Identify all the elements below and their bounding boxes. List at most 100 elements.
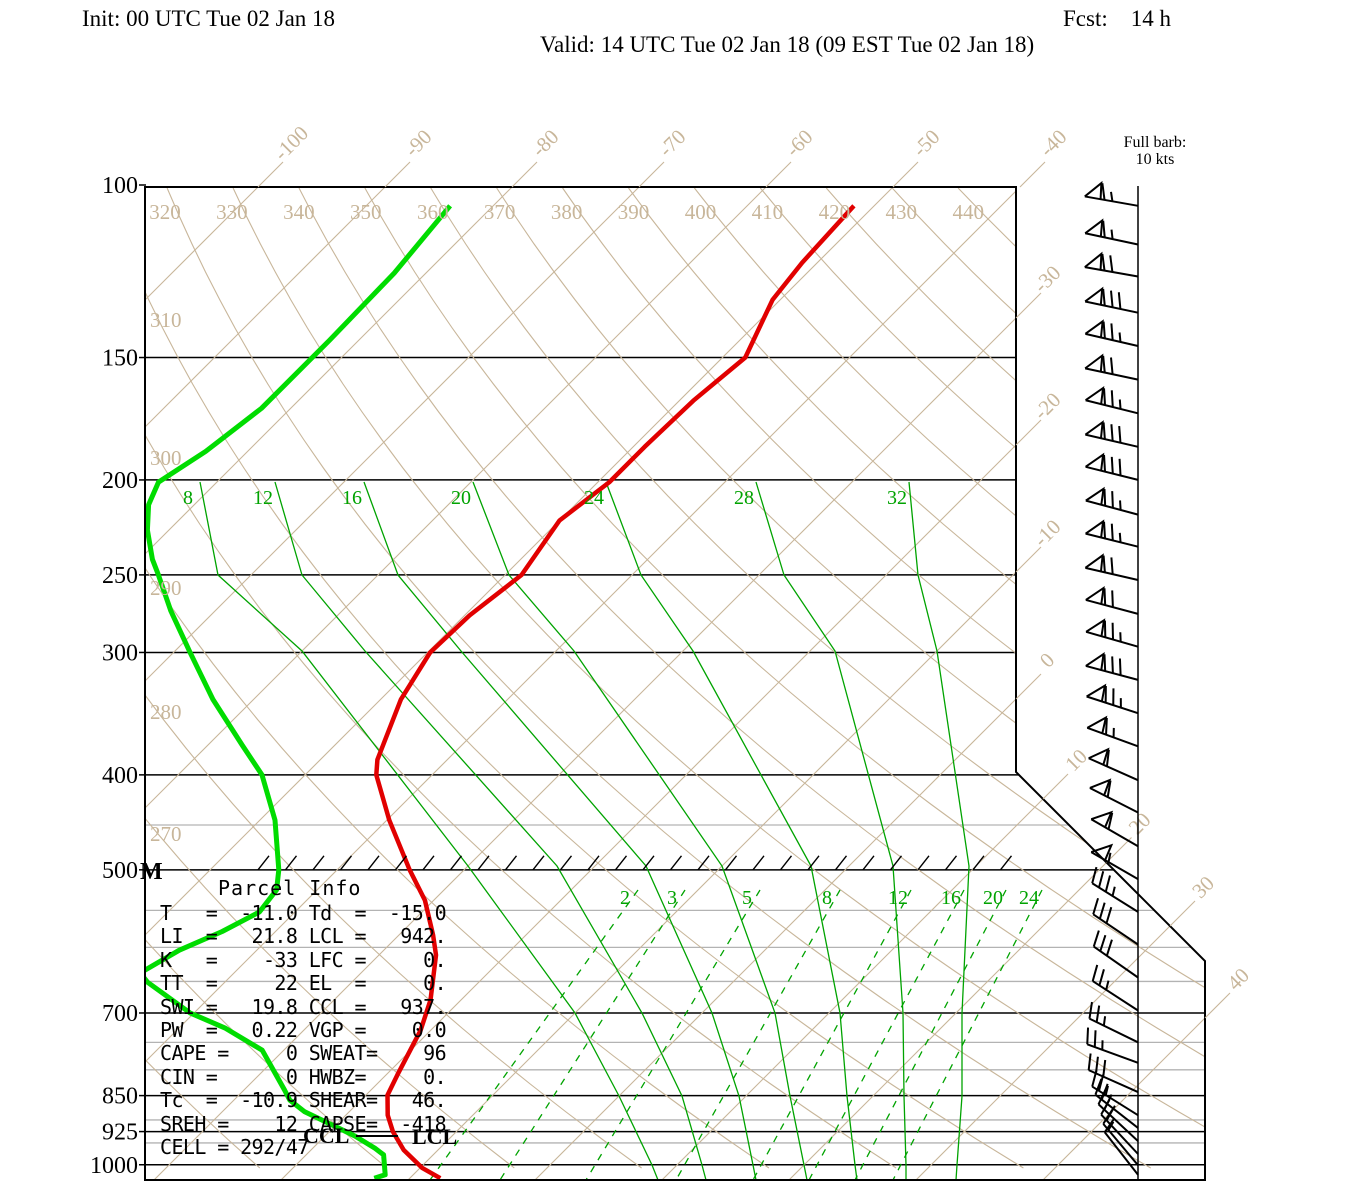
- parcel-info-row: CELL = 292/47: [160, 1135, 309, 1160]
- mixing-ratio-label: 3: [667, 887, 677, 909]
- isotherm-stub: [1015, 546, 1042, 573]
- parcel-info-row: T = -11.0 Td = -15.0: [160, 901, 447, 925]
- isotherm-label-right: 0: [1035, 648, 1059, 672]
- dry-adiabat-line: [891, 187, 1205, 1169]
- height-scale-tick: [917, 855, 930, 871]
- temperature-curve: [374, 204, 856, 1180]
- isotherm-line: [145, 187, 403, 1180]
- height-scale-tick: [944, 855, 958, 871]
- mixing-ratio-line: [892, 889, 1043, 1180]
- height-scale-tick: [697, 855, 710, 871]
- moist-adiabat-label: 16: [342, 487, 362, 509]
- isotherm-stub: [1019, 161, 1046, 188]
- isotherm-stub: [638, 161, 665, 188]
- dry-adiabat-line: [1023, 187, 1205, 1169]
- dry-adiabat-label-top: 430: [886, 200, 918, 224]
- parcel-info-row: K = -33 LFC = 0.: [160, 947, 447, 972]
- dry-adiabat-label-top: 320: [149, 200, 181, 224]
- isotherm-label-right: -10: [1029, 515, 1066, 552]
- mixing-ratio-line: [854, 889, 1007, 1180]
- wind-barb: [1084, 286, 1139, 314]
- mixing-ratio-label: 12: [888, 887, 908, 909]
- isotherm-stub: [257, 161, 284, 188]
- dry-adiabat-line: [693, 187, 1205, 1169]
- wind-barb: [1085, 586, 1139, 615]
- wind-barb: [1086, 715, 1139, 748]
- isotherm-line: [910, 187, 1205, 1180]
- isotherm-label-right: -30: [1029, 261, 1066, 298]
- forecast-hour-label: Fcst: 14 h: [1063, 6, 1171, 31]
- wind-barb: [1084, 218, 1139, 246]
- isotherm-label-lower-right: 30: [1187, 871, 1219, 903]
- lcl-level-marker: LCL: [412, 1124, 458, 1149]
- height-scale-tick: [422, 855, 435, 871]
- isotherm-stub: [892, 161, 919, 188]
- pressure-label: 200: [102, 468, 138, 494]
- height-scale-tick: [394, 855, 408, 871]
- wind-barb: [1084, 319, 1139, 347]
- dry-adiabat-label-top: 360: [417, 200, 449, 224]
- moist-adiabat-line: [908, 481, 970, 1180]
- height-scale-tick: [807, 855, 820, 871]
- dry-adiabat-line: [166, 187, 1151, 1169]
- wind-barb: [1090, 843, 1139, 880]
- isotherm-stub: [1106, 837, 1132, 863]
- height-scale-tick: [477, 855, 490, 871]
- parcel-info-row: LI = 21.8 LCL = 942.: [160, 924, 447, 949]
- isotherm-label-top: -60: [781, 125, 818, 162]
- pressure-label: 1000: [90, 1153, 138, 1179]
- isotherm-line: [783, 187, 1205, 1180]
- dry-adiabat-line: [298, 187, 1205, 1169]
- isotherm-label-lower-right: 40: [1222, 963, 1254, 995]
- mixing-ratio-label: 20: [983, 887, 1003, 909]
- moist-adiabat-line: [363, 481, 757, 1180]
- isotherm-stub: [1169, 900, 1196, 927]
- isotherm-line: [1037, 187, 1205, 1180]
- mixing-ratio-line: [429, 889, 639, 1180]
- dry-adiabat-label-left: 270: [150, 822, 182, 846]
- mixing-ratio-line: [585, 889, 761, 1180]
- height-scale-tick: [889, 855, 903, 871]
- mixing-ratio-label: 16: [941, 887, 961, 909]
- dry-adiabat-line: [145, 187, 770, 1169]
- mixing-ratio-label: 5: [742, 887, 752, 909]
- wind-barb: [1091, 866, 1139, 913]
- wind-barb: [1085, 519, 1139, 548]
- wind-barb: [1084, 251, 1139, 278]
- height-scale-tick: [339, 855, 353, 871]
- height-scale-tick: [312, 855, 325, 871]
- height-scale-tick: [532, 855, 545, 871]
- dry-adiabat-line: [145, 187, 897, 1169]
- height-scale-tick: [367, 855, 380, 871]
- pressure-label: 150: [102, 346, 138, 372]
- height-scale-tick: [752, 855, 765, 871]
- isotherm-line: [402, 187, 1205, 1180]
- parcel-info-row: Tc = -10.9 SHEAR= 46.: [160, 1088, 447, 1113]
- wind-barb: [1086, 1027, 1139, 1064]
- moist-adiabat-line: [605, 481, 858, 1180]
- wind-barb: [1085, 452, 1139, 481]
- dry-adiabat-label-left: 300: [150, 446, 182, 470]
- ccl-level-marker: CCL: [303, 1123, 350, 1148]
- dry-adiabat-label-left: 280: [150, 700, 182, 724]
- wind-barb: [1088, 1001, 1139, 1044]
- dry-adiabat-line: [825, 187, 1205, 1169]
- isotherm-stub: [1015, 673, 1042, 700]
- wind-barb: [1084, 420, 1139, 448]
- height-scale-tick: [669, 855, 683, 871]
- moist-adiabat-label: 24: [584, 487, 604, 509]
- height-scale-tick: [449, 855, 463, 871]
- wind-barb: [1085, 652, 1139, 681]
- isotherm-label-right: -20: [1029, 388, 1066, 425]
- height-scale-tick: [724, 855, 738, 871]
- dry-adiabat-label-top: 420: [819, 200, 851, 224]
- isotherm-stub: [1015, 292, 1042, 319]
- isotherm-label-lower-right: 20: [1124, 808, 1156, 840]
- pressure-label: 700: [102, 1001, 138, 1027]
- dry-adiabat-line: [759, 187, 1205, 1169]
- valid-time-label: Valid: 14 UTC Tue 02 Jan 18 (09 EST Tue …: [540, 32, 1035, 57]
- parcel-info-row: CAPE = 0 SWEAT= 96: [160, 1041, 447, 1066]
- pressure-label: 850: [102, 1084, 138, 1110]
- isotherm-stub: [511, 161, 538, 188]
- parcel-info-row: SWI = 19.8 CCL = 937.: [160, 994, 447, 1019]
